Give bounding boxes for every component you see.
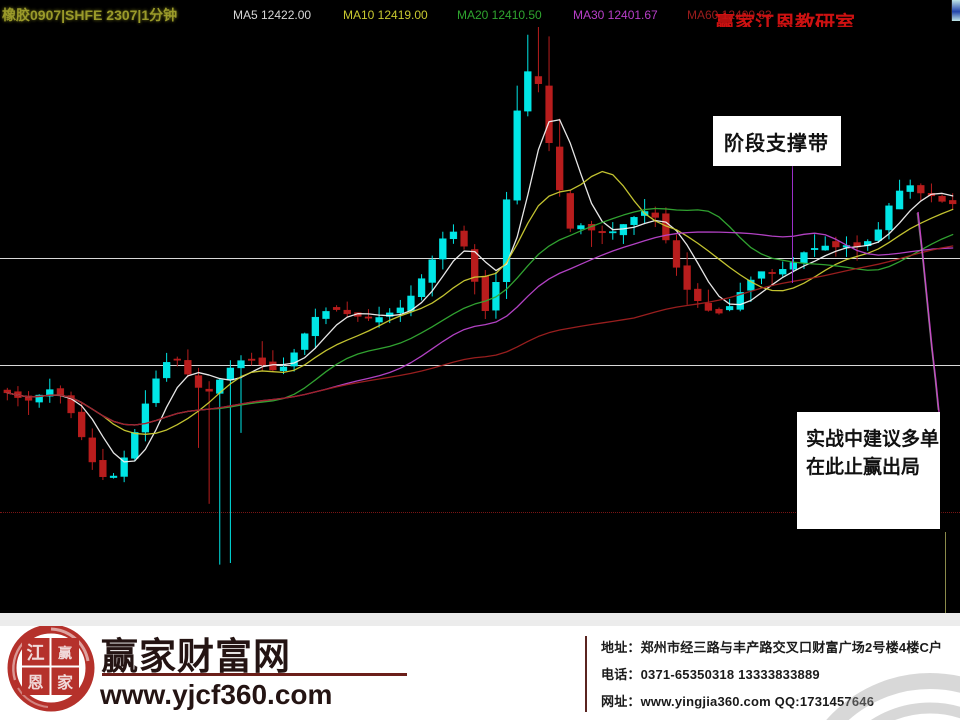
svg-text:江: 江 xyxy=(27,643,45,663)
svg-text:赢: 赢 xyxy=(58,645,72,661)
svg-text:家: 家 xyxy=(57,673,74,692)
svg-text:恩: 恩 xyxy=(27,674,43,692)
